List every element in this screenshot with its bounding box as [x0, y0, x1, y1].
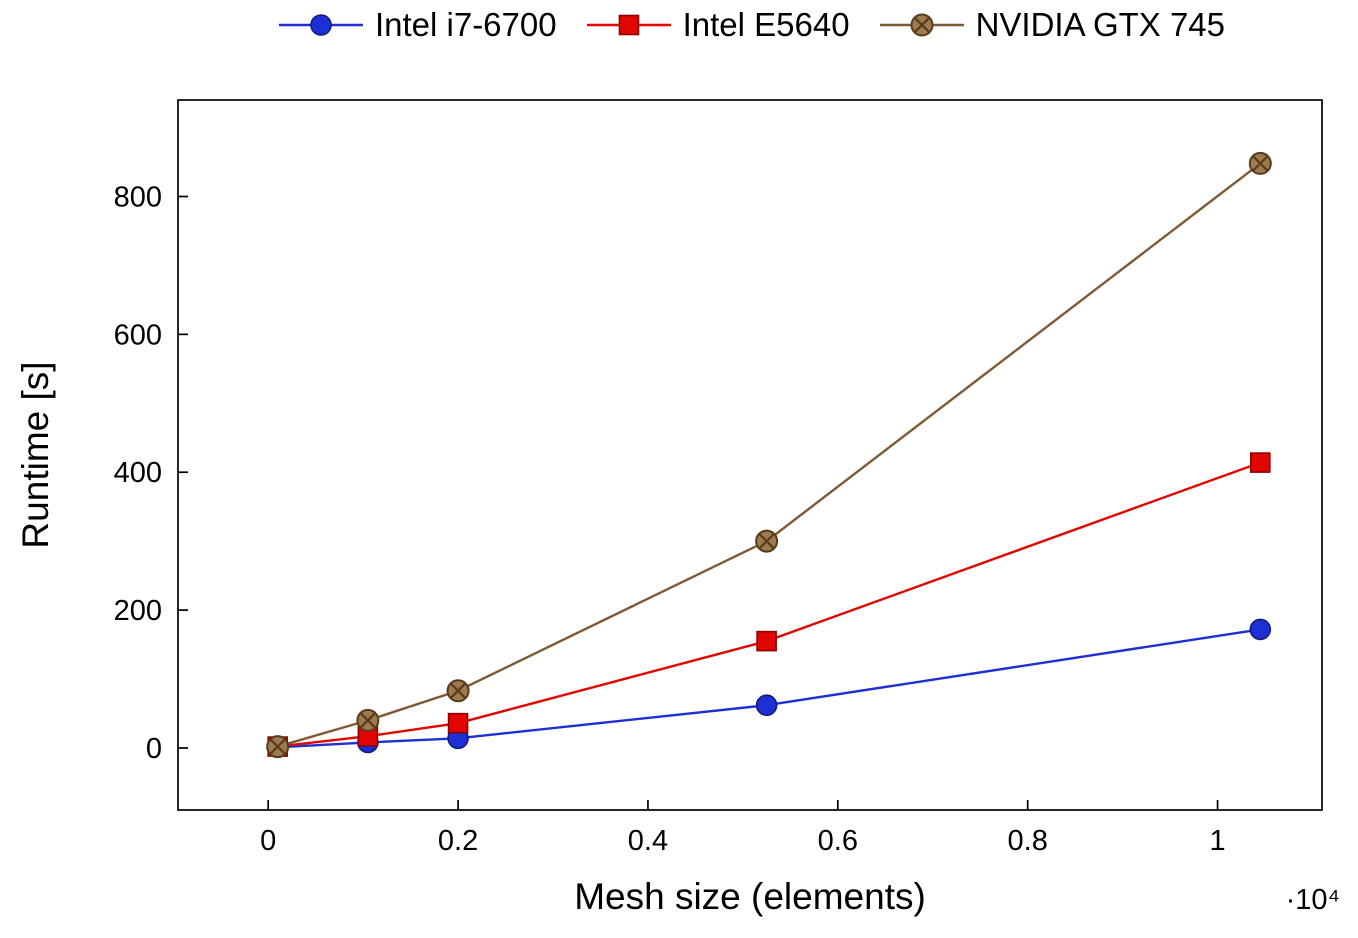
x-tick-label: 0.6 [818, 825, 858, 857]
data-point-marker-nvidia-gtx-745 [446, 679, 470, 703]
x-tick-label: 1 [1209, 825, 1225, 857]
data-point-marker-nvidia-gtx-745 [910, 13, 934, 37]
y-tick-label: 0 [146, 733, 162, 765]
data-point-marker-intel-e5640 [618, 14, 639, 36]
y-tick-label: 600 [114, 319, 162, 351]
legend-label: Intel E5640 [682, 6, 850, 43]
x-tick-label: 0.8 [1008, 825, 1048, 857]
x-tick-label: 0.2 [438, 825, 478, 857]
plot-border [177, 99, 1323, 811]
y-tick-label: 800 [114, 182, 162, 214]
data-point-marker-intel-i7-6700 [310, 14, 332, 36]
data-point-marker-intel-e5640 [1249, 452, 1271, 473]
legend-item-intel-e5640: Intel E5640 [583, 6, 850, 44]
y-tick-label: 200 [114, 595, 162, 627]
y-axis-label: Runtime [s] [15, 361, 56, 549]
data-point-marker-intel-e5640 [447, 712, 469, 734]
legend-square-icon [586, 14, 671, 36]
series-line-nvidia-gtx-745 [277, 162, 1262, 748]
data-point-marker-nvidia-gtx-745 [1248, 151, 1272, 175]
y-tick-label: 400 [114, 457, 162, 489]
data-point-marker-nvidia-gtx-745 [266, 735, 290, 759]
chart-legend: Intel i7-6700 Intel E5640 NVIDIA GTX 745 [178, 6, 1322, 44]
x-tick-label: 0 [260, 825, 276, 857]
legend-crossed-circle-icon [879, 13, 964, 37]
data-point-marker-intel-i7-6700 [755, 694, 778, 717]
data-point-marker-intel-i7-6700 [1249, 618, 1272, 641]
legend-item-nvidia-gtx-745: NVIDIA GTX 745 [876, 6, 1225, 44]
data-point-marker-intel-e5640 [756, 630, 777, 652]
legend-label: NVIDIA GTX 745 [975, 6, 1226, 43]
x-axis-label: Mesh size (elements) [574, 876, 926, 917]
x-tick-label: 0.4 [628, 825, 668, 857]
data-point-marker-nvidia-gtx-745 [356, 708, 380, 732]
x-axis-multiplier: ·10⁴ [1285, 884, 1340, 916]
legend-label: Intel i7-6700 [374, 6, 557, 43]
legend-circle-icon [278, 14, 363, 36]
data-point-marker-nvidia-gtx-745 [755, 529, 779, 553]
legend-item-intel-i7-6700: Intel i7-6700 [275, 6, 557, 44]
